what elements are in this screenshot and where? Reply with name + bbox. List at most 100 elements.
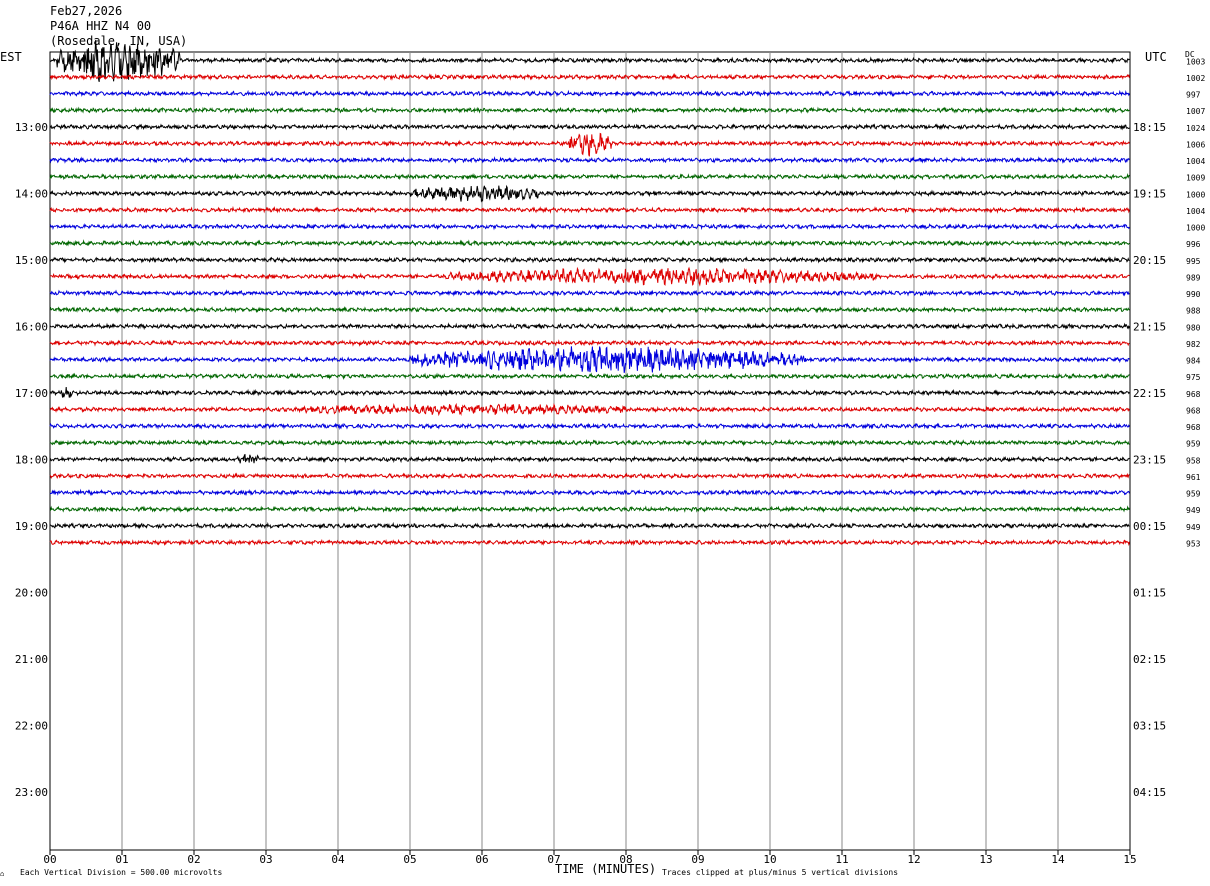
right-hour-label: 18:15 <box>1133 121 1166 134</box>
dc-offset-label: 961 <box>1186 473 1201 482</box>
trace-line <box>49 488 1130 497</box>
dc-offset-label: 996 <box>1186 240 1201 249</box>
x-tick-label: 14 <box>1051 853 1065 866</box>
left-hour-label: 14:00 <box>15 187 48 200</box>
dc-offset-label: 988 <box>1186 307 1201 316</box>
x-axis-label: TIME (MINUTES) <box>555 862 656 876</box>
left-hour-label: 21:00 <box>15 653 48 666</box>
right-hour-label: 22:15 <box>1133 387 1166 400</box>
trace-line <box>49 255 1130 264</box>
left-hour-label: 15:00 <box>15 254 48 267</box>
trace-line <box>49 132 1130 157</box>
x-tick-label: 06 <box>475 853 488 866</box>
left-hour-label: 17:00 <box>15 387 48 400</box>
x-tick-label: 09 <box>691 853 704 866</box>
header: Feb27,2026 P46A HHZ N4 00 (Rosedale, IN,… <box>50 4 187 48</box>
left-hour-label: 13:00 <box>15 121 48 134</box>
trace-line <box>49 372 1130 380</box>
station-label: P46A HHZ N4 00 <box>50 19 151 33</box>
trace-line <box>49 239 1130 248</box>
dc-offset-label: 949 <box>1186 523 1201 532</box>
trace-line <box>49 205 1130 214</box>
x-axis-ticks: 00 01 02 03 04 05 06 07 08 09 10 11 12 13 14 15 <box>43 850 1137 866</box>
right-hour-label: 02:15 <box>1133 653 1166 666</box>
dc-offset-label: 1004 <box>1186 157 1205 166</box>
left-hour-label: 18:00 <box>15 453 48 466</box>
dc-offset-label: 1009 <box>1186 174 1205 183</box>
trace-line <box>49 438 1130 447</box>
footer-clip-note: Traces clipped at plus/minus 5 vertical … <box>662 868 898 877</box>
trace-line <box>49 387 1130 398</box>
x-tick-label: 13 <box>979 853 992 866</box>
dc-offset-label: 990 <box>1186 290 1201 299</box>
dc-offset-label: 1000 <box>1186 224 1205 233</box>
right-hour-label: 01:15 <box>1133 586 1166 599</box>
dc-offset-label: 1024 <box>1186 124 1205 133</box>
dc-offset-labels: 1003 1002 997 1007 1024 1006 1004 1009 1000 1004 1… <box>1186 57 1205 548</box>
trace-line <box>49 472 1130 480</box>
dc-offset-label: 984 <box>1186 357 1201 366</box>
right-hour-label: 23:15 <box>1133 453 1166 466</box>
trace-line <box>49 184 1130 203</box>
dc-offset-label: 1002 <box>1186 74 1205 83</box>
x-tick-label: 15 <box>1123 853 1136 866</box>
x-tick-label: 05 <box>403 853 416 866</box>
dc-offset-label: 953 <box>1186 539 1201 548</box>
dc-offset-label: 958 <box>1186 456 1201 465</box>
left-hour-label: 20:00 <box>15 586 48 599</box>
left-hour-label: 16:00 <box>15 320 48 333</box>
dc-offset-label: 968 <box>1186 390 1201 399</box>
x-tick-label: 08 <box>619 853 632 866</box>
dc-offset-label: 1006 <box>1186 140 1205 149</box>
dc-offset-label: 1004 <box>1186 207 1205 216</box>
date-label: Feb27,2026 <box>50 4 122 18</box>
x-tick-label: 07 <box>547 853 560 866</box>
trace-line <box>49 402 1130 417</box>
x-tick-label: 10 <box>763 853 776 866</box>
left-hour-labels: 13:00 14:00 15:00 16:00 17:00 18:00 19:00 20:00… <box>15 121 48 799</box>
x-tick-label: 11 <box>835 853 848 866</box>
dc-offset-label: 1000 <box>1186 190 1205 199</box>
dc-offset-label: 997 <box>1186 91 1201 100</box>
trace-line <box>49 305 1130 314</box>
trace-line <box>49 538 1130 547</box>
dc-offset-label: 975 <box>1186 373 1201 382</box>
right-hour-label: 04:15 <box>1133 786 1166 799</box>
dc-offset-label: 949 <box>1186 506 1201 515</box>
footer-mark: ⌂ <box>0 870 4 878</box>
dc-offset-label: 968 <box>1186 406 1201 415</box>
dc-header-label: DC <box>1185 50 1195 59</box>
right-hour-label: 00:15 <box>1133 520 1166 533</box>
right-hour-label: 03:15 <box>1133 719 1166 732</box>
dc-offset-label: 989 <box>1186 273 1201 282</box>
right-hour-label: 19:15 <box>1133 187 1166 200</box>
trace-line <box>49 89 1130 98</box>
x-tick-label: 02 <box>187 853 200 866</box>
trace-line <box>49 123 1130 131</box>
trace-line <box>49 322 1130 331</box>
x-tick-label: 04 <box>331 853 345 866</box>
left-timezone-label: EST <box>0 50 22 64</box>
dc-offset-label: 995 <box>1186 257 1201 266</box>
trace-line <box>49 339 1130 347</box>
trace-line <box>49 106 1130 114</box>
dc-offset-label: 1007 <box>1186 107 1205 116</box>
dc-offset-label: 982 <box>1186 340 1201 349</box>
trace-line <box>49 72 1130 81</box>
trace-line <box>49 346 1130 373</box>
dc-offset-label: 959 <box>1186 490 1201 499</box>
trace-line <box>49 453 1130 464</box>
x-tick-label: 00 <box>43 853 56 866</box>
right-hour-label: 20:15 <box>1133 254 1166 267</box>
x-tick-label: 03 <box>259 853 272 866</box>
trace-line <box>49 289 1130 297</box>
trace-line <box>49 172 1130 181</box>
trace-line <box>49 505 1130 514</box>
x-tick-label: 01 <box>115 853 128 866</box>
trace-line <box>49 266 1130 287</box>
left-hour-label: 19:00 <box>15 520 48 533</box>
trace-line <box>49 40 1130 83</box>
location-label: (Rosedale, IN, USA) <box>50 34 187 48</box>
right-timezone-label: UTC <box>1145 50 1167 64</box>
